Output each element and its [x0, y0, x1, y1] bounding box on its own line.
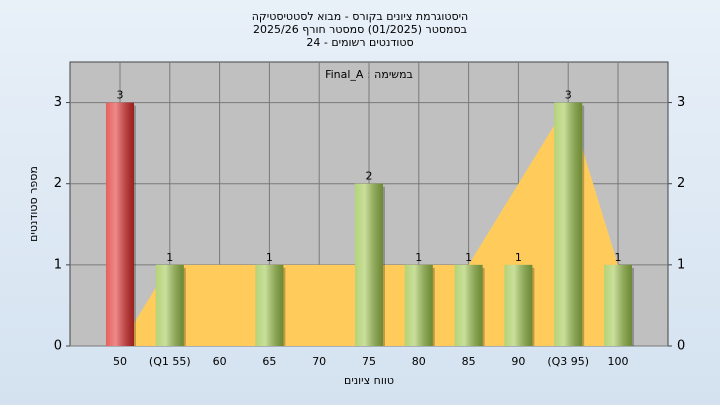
x-axis-label: טווח ציונים	[344, 374, 394, 387]
y2-tick-label: 3	[677, 95, 685, 110]
x-tick-label: 100	[608, 355, 629, 368]
bar-shine	[106, 102, 134, 346]
x-tick-label: 70	[312, 355, 326, 368]
bar-shine	[604, 264, 632, 346]
y2-tick-label: 1	[677, 257, 685, 272]
x-tick-label: (Q3 95)	[547, 355, 589, 368]
y-tick-label: 2	[54, 176, 62, 191]
x-tick-label: 50	[113, 355, 127, 368]
title-line: היסטוגרמת ציונים בקורס - מבוא לסטטיסטיקה	[252, 10, 468, 23]
bar-shine	[504, 264, 533, 346]
data-label: 1	[166, 251, 173, 264]
y2-tick-label: 0	[677, 339, 685, 354]
y-tick-label: 0	[54, 339, 62, 354]
bar-shine	[155, 264, 184, 346]
x-tick-label: 85	[462, 355, 476, 368]
x-tick-label: 75	[362, 355, 376, 368]
data-label: 1	[266, 251, 273, 264]
bar-shine	[554, 102, 583, 346]
y-axis-label: מספר סטודנטים	[27, 166, 40, 242]
area	[120, 102, 618, 346]
x-tick-label: 80	[412, 355, 426, 368]
x-tick-label: 60	[213, 355, 227, 368]
y-tick-label: 1	[54, 257, 62, 272]
title-line: בסמסטר (01/2025) סמסטר חורף 2025/26	[253, 23, 467, 36]
x-tick-label: (Q1 55)	[149, 355, 191, 368]
bar-shine	[355, 183, 383, 346]
y-tick-label: 3	[54, 95, 62, 110]
x-tick-label: 90	[511, 355, 525, 368]
bar-shine	[404, 264, 433, 346]
data-label: 1	[465, 251, 472, 264]
data-label: 1	[415, 251, 422, 264]
data-label: 1	[615, 251, 622, 264]
data-label: 1	[515, 251, 522, 264]
bar-shine	[454, 264, 483, 346]
y2-tick-label: 2	[677, 176, 685, 191]
data-label: 3	[565, 89, 572, 102]
bar-shine	[255, 264, 284, 346]
title-line: סטודנטים רשומים - 24	[306, 36, 413, 49]
data-label: 2	[366, 170, 373, 183]
x-tick-label: 65	[262, 355, 276, 368]
data-label: 3	[117, 89, 124, 102]
